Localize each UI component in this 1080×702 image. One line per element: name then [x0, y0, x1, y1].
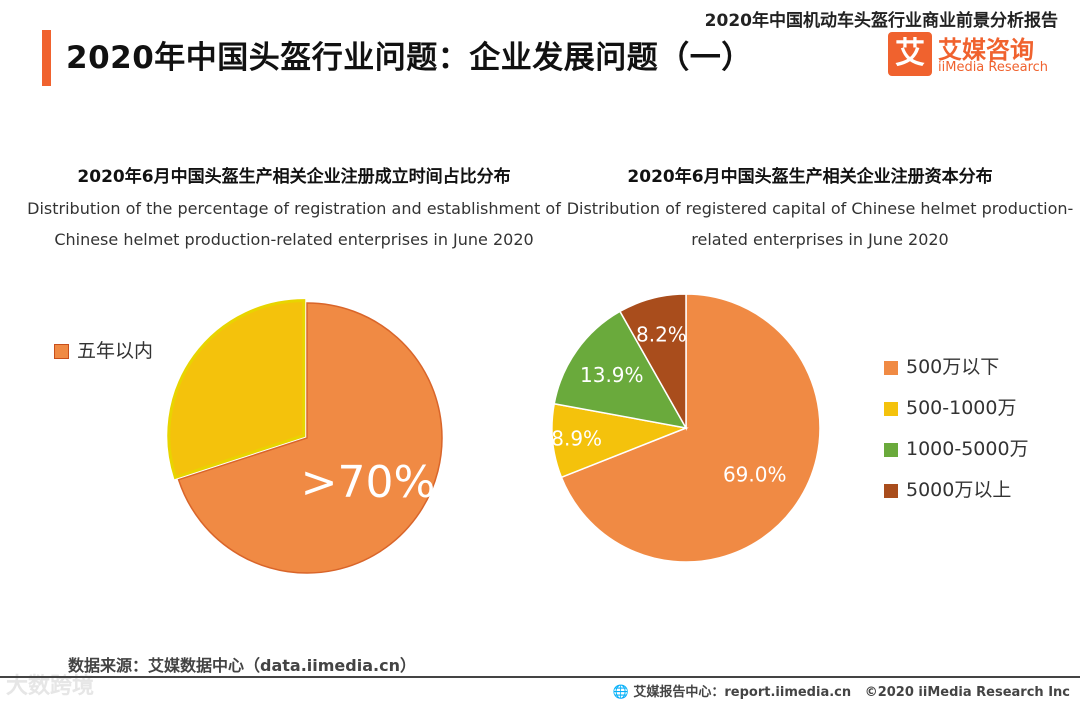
logo-text-en: iiMedia Research — [938, 60, 1049, 75]
logo-mark: 艾 — [888, 32, 932, 76]
report-title: 2020年中国机动车头盔行业商业前景分析报告 — [704, 11, 1058, 31]
right-chart-subtitle: Distribution of registered capital of Ch… — [566, 199, 1074, 249]
pie-slice-5000万以上 — [618, 293, 687, 431]
pie-data-label: >70% — [301, 457, 436, 508]
pie-data-label: 8.9% — [551, 427, 602, 451]
legend-label-five-years: 五年以内 — [77, 340, 154, 362]
legend-swatch-five-years — [54, 344, 69, 359]
left-chart-title: 2020年6月中国头盔生产相关企业注册成立时间占比分布 — [77, 167, 511, 187]
left-legend: 五年以内 — [54, 336, 153, 363]
logo-text-cn: 艾媒咨询 — [938, 36, 1034, 64]
footer-report-center[interactable]: 艾媒报告中心：report.iimedia.cn — [633, 685, 852, 700]
legend-swatch — [884, 442, 898, 457]
watermark: 大数跨境 — [6, 674, 95, 699]
legend-swatch — [884, 483, 898, 498]
legend-label: 5000万以上 — [906, 479, 1012, 501]
title-accent-bar — [42, 30, 51, 86]
legend-item: 5000万以上 — [884, 475, 1029, 516]
legend-label: 500-1000万 — [906, 397, 1017, 419]
legend-swatch — [884, 360, 898, 375]
right-legend: 500万以下 500-1000万 1000-5000万 5000万以上 — [884, 352, 1029, 516]
right-chart-title: 2020年6月中国头盔生产相关企业注册资本分布 — [627, 167, 993, 187]
legend-label: 1000-5000万 — [906, 438, 1029, 460]
pie-slice-remainder — [167, 299, 306, 480]
right-pie-chart: 69.0% 8.9% 13.9% 8.2% — [551, 293, 821, 563]
legend-item: 500-1000万 — [884, 393, 1029, 434]
footer-info: 🌐 艾媒报告中心：report.iimedia.cn ©2020 iiMedia… — [613, 681, 1070, 700]
footer-divider — [0, 676, 1080, 678]
legend-item: 500万以下 — [884, 352, 1029, 393]
left-pie-chart: >70% — [167, 299, 443, 574]
legend-item: 1000-5000万 — [884, 434, 1029, 475]
iimedia-logo: 艾 艾媒咨询 iiMedia Research — [888, 32, 1060, 80]
pie-data-label: 69.0% — [723, 463, 787, 487]
footer-copyright: ©2020 iiMedia Research Inc — [864, 685, 1070, 700]
pie-slice-500万以下 — [560, 293, 821, 563]
left-chart-subtitle: Distribution of the percentage of regist… — [27, 199, 561, 249]
globe-icon: 🌐 — [612, 685, 629, 700]
pie-slice-1000-5000万 — [553, 310, 688, 430]
pie-data-label: 13.9% — [580, 363, 644, 387]
pie-data-label: 8.2% — [636, 323, 687, 347]
data-source: 数据来源：艾媒数据中心（data.iimedia.cn） — [68, 656, 416, 675]
legend-label: 500万以下 — [906, 356, 1000, 378]
legend-swatch — [884, 401, 898, 416]
pie-slice-五年以内 — [177, 302, 443, 574]
page-title: 2020年中国头盔行业问题：企业发展问题（一） — [66, 40, 753, 76]
